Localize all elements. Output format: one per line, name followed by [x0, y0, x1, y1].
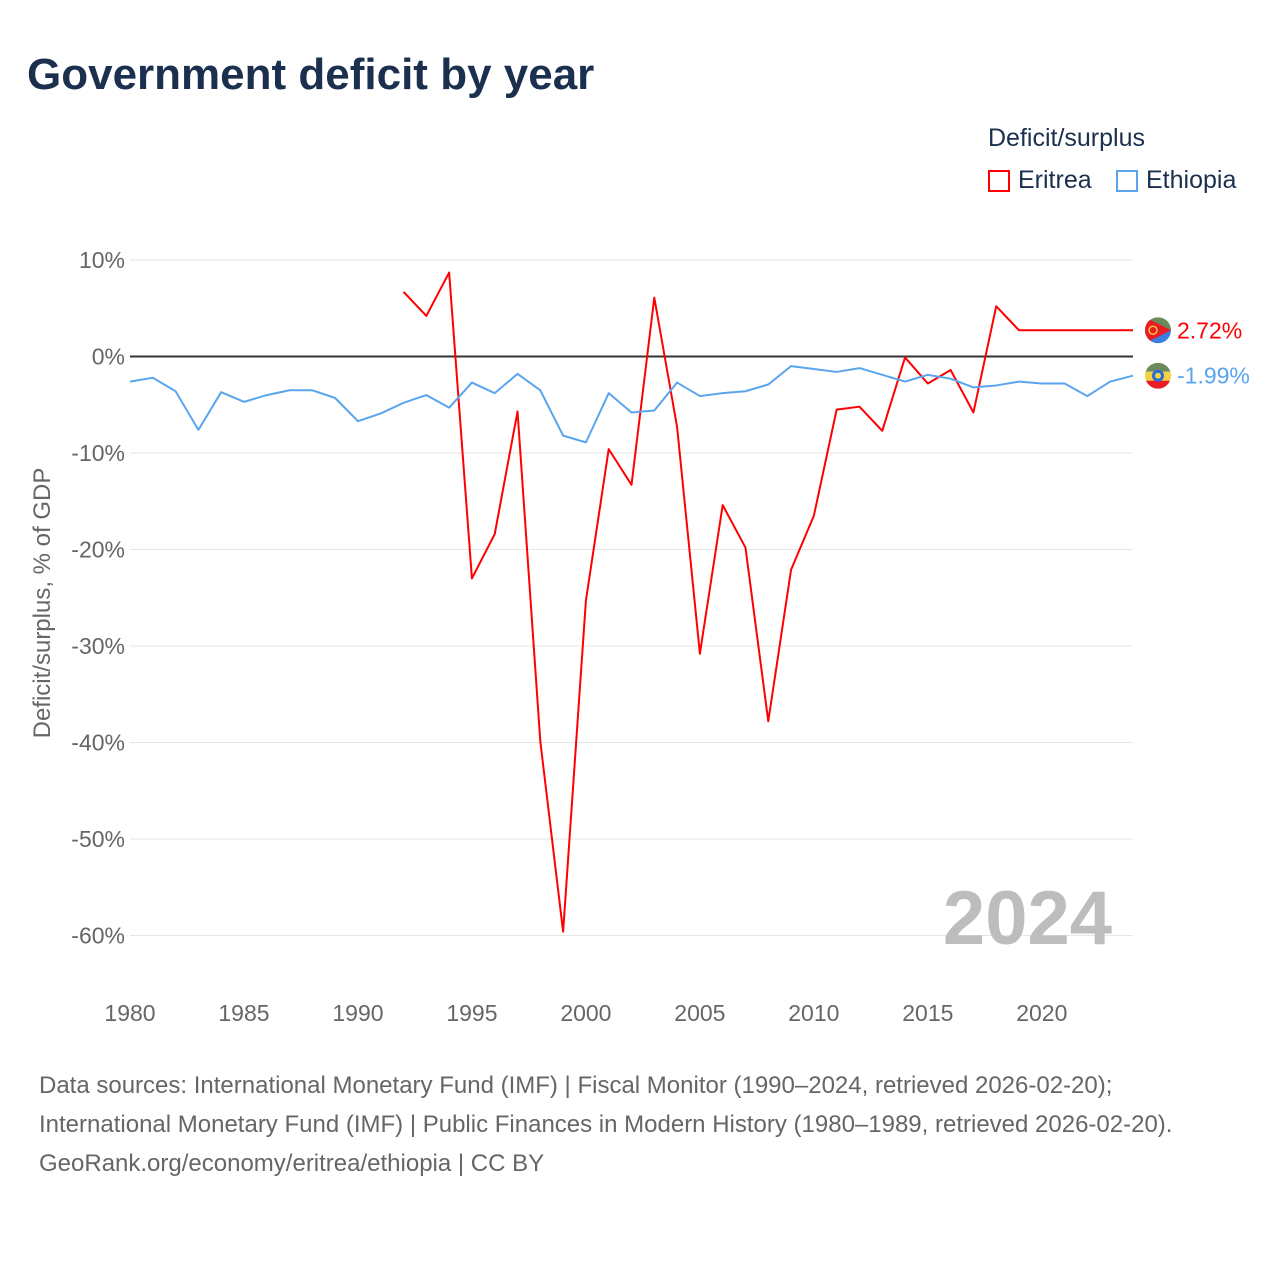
series-line-eritrea [402, 271, 1133, 933]
y-tick-label: -10% [71, 440, 125, 466]
y-tick-label: -30% [71, 633, 125, 659]
flag-band [1145, 362, 1171, 372]
x-tick-label: 1985 [218, 1000, 269, 1026]
x-tick-label: 2000 [560, 1000, 611, 1026]
x-tick-label: 1995 [446, 1000, 497, 1026]
source-text: Data sources: International Monetary Fun… [39, 1072, 1173, 1138]
x-tick-label: 2010 [788, 1000, 839, 1026]
flag-icon-eritrea [1145, 317, 1171, 344]
x-tick-label: 2020 [1016, 1000, 1067, 1026]
source-note: Data sources: International Monetary Fun… [39, 1066, 1239, 1183]
y-tick-label: 10% [79, 247, 125, 273]
flag-band [1145, 380, 1171, 389]
flag-emblem [1155, 372, 1161, 379]
y-tick-label: -20% [71, 537, 125, 563]
end-value-label: 2.72% [1177, 317, 1242, 343]
page-title: Government deficit by year [27, 50, 595, 99]
series-line-ethiopia [129, 365, 1134, 444]
legend-title: Deficit/surplus [988, 124, 1145, 152]
legend-item-ethiopia[interactable]: Ethiopia [1116, 166, 1236, 195]
flag-emblem [1148, 325, 1158, 336]
source-link[interactable]: GeoRank.org/economy/eritrea/ethiopia | C… [39, 1150, 545, 1177]
flag-triangle [1145, 317, 1171, 344]
x-tick-label: 2005 [674, 1000, 725, 1026]
flag-icon-ethiopia [1145, 362, 1171, 389]
x-tick-label: 1990 [332, 1000, 383, 1026]
y-axis-label: Deficit/surplus, % of GDP [29, 468, 56, 739]
flag-body [1145, 362, 1171, 389]
x-tick-label: 2015 [902, 1000, 953, 1026]
x-tick-label: 1980 [104, 1000, 155, 1026]
legend-swatch-ethiopia [1116, 169, 1138, 192]
end-value-label: -1.99% [1177, 363, 1250, 389]
year-watermark: 2024 [942, 876, 1112, 961]
legend-label: Eritrea [1018, 166, 1092, 194]
legend-swatch-eritrea [988, 169, 1010, 192]
y-tick-label: 0% [92, 344, 125, 370]
y-tick-label: -40% [71, 730, 125, 756]
y-tick-label: -60% [71, 923, 125, 949]
legend-label: Ethiopia [1146, 166, 1237, 194]
legend-item-eritrea[interactable]: Eritrea [988, 166, 1092, 195]
y-tick-label: -50% [71, 826, 125, 852]
flag-body [1145, 317, 1171, 344]
